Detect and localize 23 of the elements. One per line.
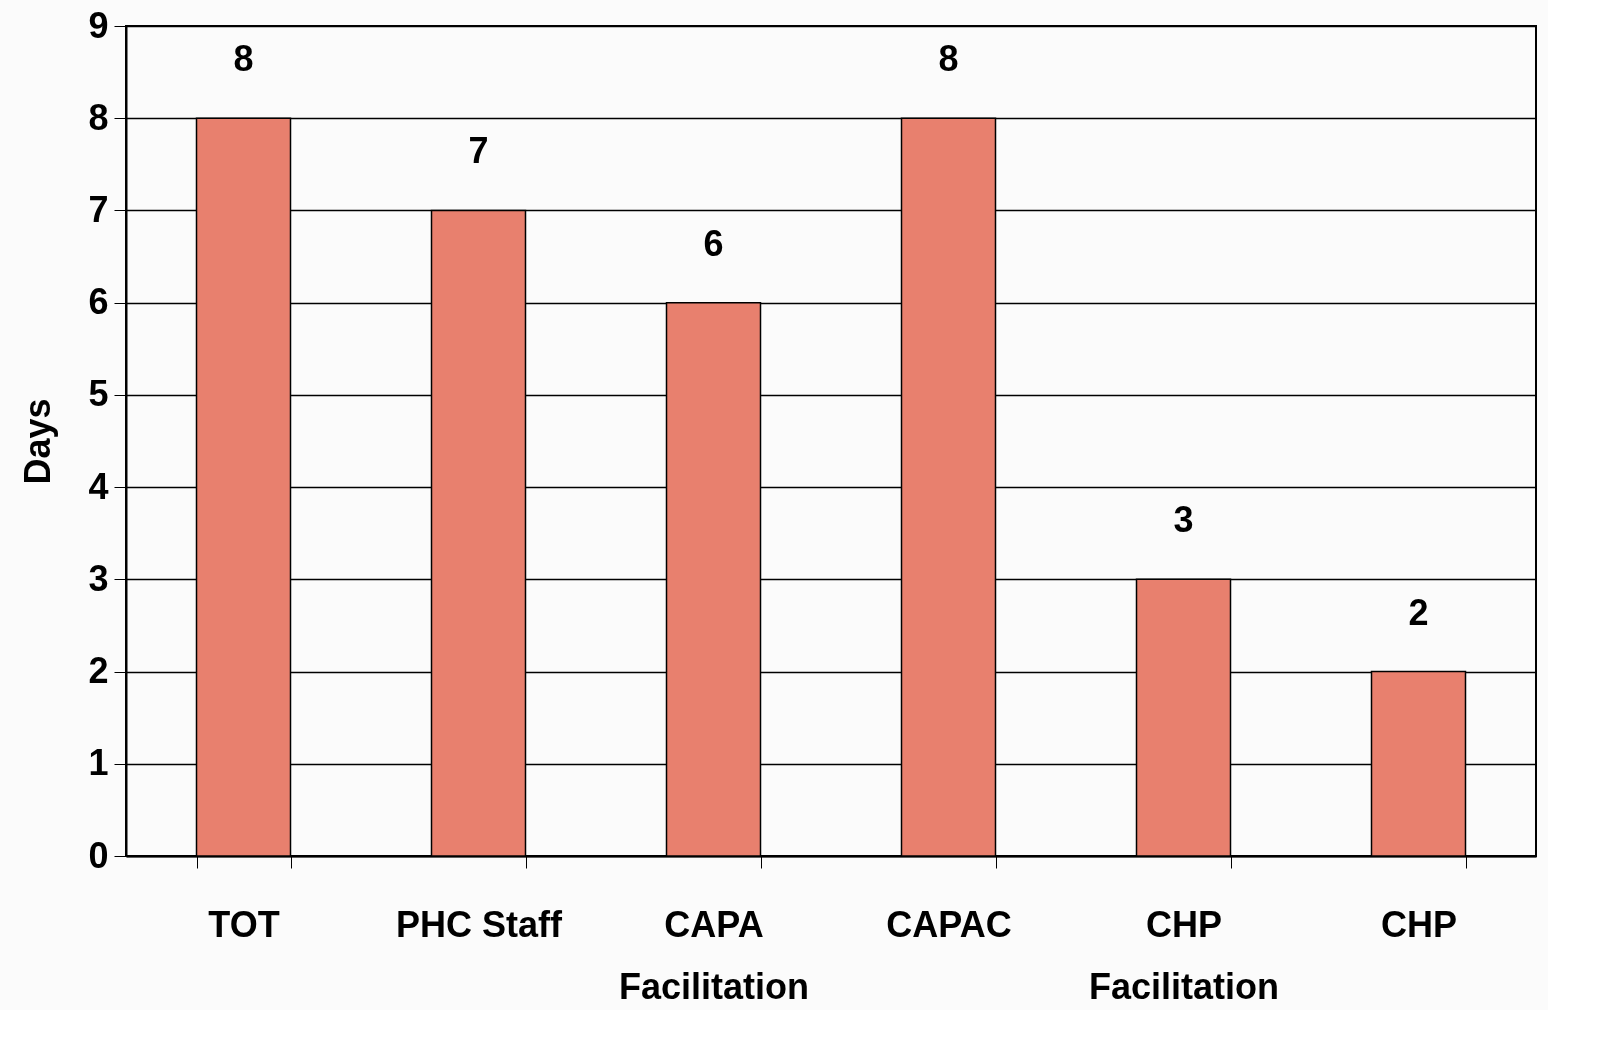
y-tick-label: 5 bbox=[88, 373, 109, 415]
y-tick-label: 1 bbox=[88, 742, 109, 784]
x-tick-label: CAPAC bbox=[886, 903, 1012, 945]
data-label: 6 bbox=[703, 222, 724, 264]
y-tick-label: 8 bbox=[88, 96, 109, 138]
data-label: 3 bbox=[1173, 499, 1194, 541]
y-tick-label: 2 bbox=[88, 650, 109, 692]
y-tick-label: 0 bbox=[88, 834, 109, 876]
y-tick-label: 9 bbox=[88, 4, 109, 46]
y-axis-title: Days bbox=[17, 398, 59, 485]
y-tick-label: 6 bbox=[88, 281, 109, 323]
data-label: 7 bbox=[468, 130, 489, 172]
x-tick-label: CAPA Facilitation bbox=[618, 903, 810, 1007]
data-label: 8 bbox=[938, 38, 959, 80]
y-tick-label: 4 bbox=[88, 465, 109, 507]
data-label: 8 bbox=[233, 38, 254, 80]
x-tick-label: TOT bbox=[208, 903, 280, 945]
data-label: 2 bbox=[1408, 591, 1429, 633]
x-tick-label: PHC Staff bbox=[395, 903, 564, 945]
x-tick-label: CHP bbox=[1380, 903, 1458, 945]
x-tick-label: CHP Facilitation bbox=[1088, 903, 1280, 1007]
y-tick-label: 7 bbox=[88, 188, 109, 230]
y-tick-label: 3 bbox=[88, 557, 109, 599]
